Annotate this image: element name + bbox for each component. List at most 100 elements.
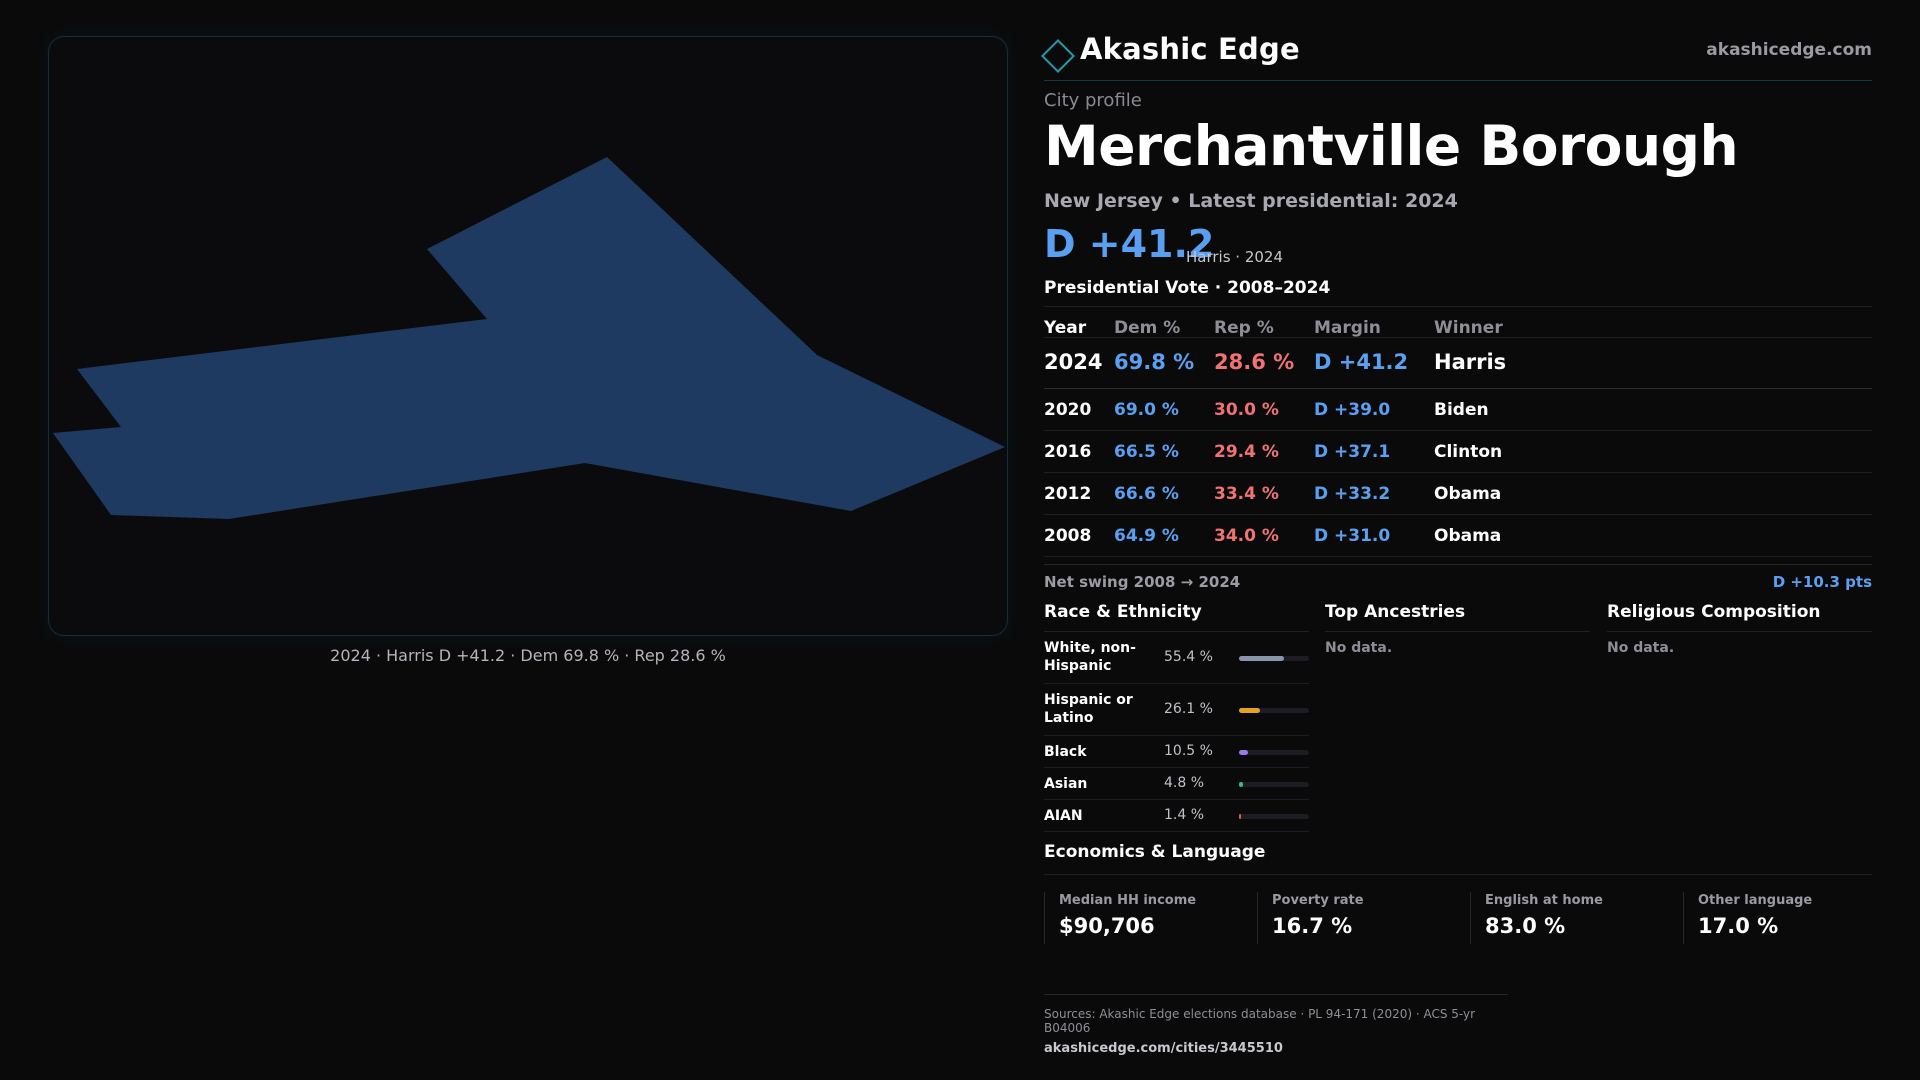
stat-other-language: Other language 17.0 % [1683, 892, 1874, 944]
stat-poverty-rate: Poverty rate 16.7 % [1257, 892, 1448, 944]
cell-dem: 64.9 % [1114, 526, 1179, 546]
race-name: White, non-Hispanic [1044, 640, 1136, 674]
race-bar-track [1239, 782, 1309, 787]
stat-value: 17.0 % [1698, 914, 1779, 938]
race-name: Hispanic or Latino [1044, 692, 1133, 726]
stat-label: English at home [1485, 893, 1603, 908]
stat-english-at-home: English at home 83.0 % [1470, 892, 1661, 944]
top-ancestries-section: Top Ancestries No data. [1325, 600, 1590, 656]
column-header-rep: Rep % [1214, 318, 1274, 338]
race-row: AIAN 1.4 % [1044, 800, 1309, 832]
race-ethnicity-title: Race & Ethnicity [1044, 600, 1309, 632]
stat-label: Other language [1698, 893, 1813, 908]
race-pct: 10.5 % [1164, 743, 1213, 759]
cell-rep: 30.0 % [1214, 400, 1279, 420]
brand-name[interactable]: Akashic Edge [1080, 32, 1300, 66]
table-row: 2020 69.0 % 30.0 % D +39.0 Biden [1044, 389, 1872, 431]
table-row: 2024 69.8 % 28.6 % D +41.2 Harris [1044, 338, 1872, 389]
cell-winner: Obama [1434, 526, 1502, 546]
race-pct: 26.1 % [1164, 701, 1213, 717]
municipality-boundary-shape[interactable] [53, 157, 1005, 519]
cell-winner: Obama [1434, 484, 1502, 504]
stat-label: Median HH income [1059, 893, 1197, 908]
cell-winner: Biden [1434, 400, 1489, 420]
brand-header: Akashic Edge akashicedge.com [1041, 30, 1872, 81]
stat-median-income: Median HH income $90,706 [1044, 892, 1235, 944]
column-header-year: Year [1044, 318, 1087, 338]
stat-value: $90,706 [1059, 914, 1155, 938]
cell-margin: D +37.1 [1314, 442, 1391, 462]
site-link[interactable]: akashicedge.com [1706, 40, 1872, 60]
religious-composition-title: Religious Composition [1607, 600, 1872, 632]
cell-year: 2012 [1044, 484, 1092, 504]
top-ancestries-title: Top Ancestries [1325, 600, 1590, 632]
table-row: 2012 66.6 % 33.4 % D +33.2 Obama [1044, 473, 1872, 515]
cell-year: 2020 [1044, 400, 1092, 420]
economics-stats: Median HH income $90,706 Poverty rate 16… [1044, 892, 1872, 944]
race-row: Asian 4.8 % [1044, 768, 1309, 800]
cell-winner: Harris [1434, 350, 1507, 374]
religion-empty-text: No data. [1607, 640, 1675, 656]
column-header-margin: Margin [1314, 318, 1381, 338]
cell-rep: 33.4 % [1214, 484, 1279, 504]
race-pct: 55.4 % [1164, 649, 1213, 665]
column-header-winner: Winner [1434, 318, 1503, 338]
cell-margin: D +41.2 [1314, 350, 1409, 374]
cell-dem: 69.0 % [1114, 400, 1179, 420]
cell-margin: D +31.0 [1314, 526, 1391, 546]
cell-year: 2008 [1044, 526, 1092, 546]
race-bar-fill [1239, 814, 1241, 819]
race-row: White, non-Hispanic 55.4 % [1044, 632, 1309, 684]
page-eyebrow: City profile [1044, 90, 1142, 111]
net-swing-label: Net swing 2008 → 2024 [1044, 573, 1241, 591]
net-swing-value: D +10.3 pts [1772, 573, 1872, 591]
race-row: Black 10.5 % [1044, 736, 1309, 768]
sources-text: Sources: Akashic Edge elections database… [1044, 1007, 1476, 1035]
map-caption: 2024 · Harris D +41.2 · Dem 69.8 % · Rep… [330, 646, 726, 665]
headline-margin: D +41.2 [1044, 222, 1215, 266]
map-panel[interactable] [48, 36, 1008, 636]
table-row: 2008 64.9 % 34.0 % D +31.0 Obama [1044, 515, 1872, 557]
cell-winner: Clinton [1434, 442, 1503, 462]
vote-table: Year Dem % Rep % Margin Winner 2024 69.8… [1044, 306, 1872, 557]
race-pct: 1.4 % [1164, 807, 1205, 823]
race-name: AIAN [1044, 808, 1083, 824]
race-name: Black [1044, 744, 1087, 760]
column-header-dem: Dem % [1114, 318, 1181, 338]
cell-rep: 34.0 % [1214, 526, 1279, 546]
cell-rep: 28.6 % [1214, 350, 1295, 374]
brand-diamond-icon [1041, 39, 1075, 73]
page-url-link[interactable]: akashicedge.com/cities/3445510 [1044, 1041, 1283, 1056]
race-bar-fill [1239, 782, 1243, 787]
profile-panel: Akashic Edge akashicedge.com City profil… [1041, 0, 1872, 1080]
cell-dem: 69.8 % [1114, 350, 1195, 374]
cell-margin: D +33.2 [1314, 484, 1391, 504]
economics-title: Economics & Language [1044, 842, 1872, 875]
ancestries-empty-text: No data. [1325, 640, 1393, 656]
race-ethnicity-section: Race & Ethnicity White, non-Hispanic 55.… [1044, 600, 1309, 832]
stat-value: 83.0 % [1485, 914, 1566, 938]
cell-dem: 66.5 % [1114, 442, 1179, 462]
page-subtitle: New Jersey • Latest presidential: 2024 [1044, 190, 1458, 212]
cell-margin: D +39.0 [1314, 400, 1391, 420]
race-bar-track [1239, 656, 1309, 661]
race-bar-fill [1239, 656, 1284, 661]
race-name: Asian [1044, 776, 1088, 792]
race-bar-track [1239, 750, 1309, 755]
cell-year: 2016 [1044, 442, 1092, 462]
race-bar-fill [1239, 708, 1260, 713]
cell-rep: 29.4 % [1214, 442, 1279, 462]
headline-margin-note: Harris · 2024 [1186, 248, 1284, 266]
race-bar-track [1239, 708, 1309, 713]
race-bar-track [1239, 814, 1309, 819]
net-swing-row: Net swing 2008 → 2024 D +10.3 pts [1044, 564, 1872, 595]
race-row: Hispanic or Latino 26.1 % [1044, 684, 1309, 736]
cell-year: 2024 [1044, 350, 1103, 374]
table-header-row: Year Dem % Rep % Margin Winner [1044, 307, 1872, 338]
stat-label: Poverty rate [1272, 893, 1364, 908]
race-bar-fill [1239, 750, 1248, 755]
footer: Sources: Akashic Edge elections database… [1044, 994, 1508, 1056]
religious-composition-section: Religious Composition No data. [1607, 600, 1872, 656]
cell-dem: 66.6 % [1114, 484, 1179, 504]
vote-table-title: Presidential Vote · 2008–2024 [1044, 278, 1331, 298]
